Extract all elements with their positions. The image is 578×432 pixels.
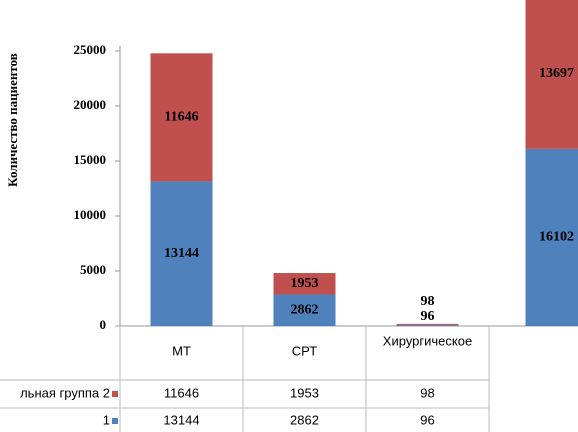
table-cell: 11646: [164, 385, 199, 400]
table-cell: 2862: [290, 412, 319, 427]
y-tick-label: 15000: [74, 152, 107, 167]
data-label: 98: [421, 294, 435, 309]
y-tick-label: 25000: [74, 42, 107, 57]
table-cell: 1953: [290, 385, 319, 400]
data-label: 13697: [539, 66, 574, 81]
y-tick-label: 10000: [74, 207, 107, 222]
row-label: льная группа 2: [20, 385, 110, 400]
data-label: 13144: [164, 246, 199, 261]
table-cell: 96: [420, 412, 434, 427]
data-label: 11646: [164, 110, 198, 125]
bar-segment: [150, 181, 213, 326]
data-label: 16102: [539, 230, 574, 245]
bar-segment: [525, 148, 578, 326]
bar-segment: [396, 323, 459, 325]
x-tick-label: МТ: [172, 343, 191, 358]
x-tick-label: Хирургическое: [383, 333, 472, 348]
bar-segment: [273, 273, 336, 295]
x-tick-label: СРТ: [292, 343, 317, 358]
data-label: 1953: [291, 276, 319, 291]
row-label: 1: [103, 412, 110, 427]
bar-segment: [396, 324, 459, 326]
y-tick-label: 20000: [74, 97, 107, 112]
data-label: 2862: [291, 302, 319, 317]
y-tick-label: 5000: [80, 262, 106, 277]
legend-key: [112, 418, 118, 424]
legend-key: [112, 391, 118, 397]
table-cell: 98: [420, 385, 434, 400]
y-tick-label: 0: [100, 317, 107, 332]
table-cell: 13144: [163, 412, 199, 427]
bar-segment: [525, 0, 578, 149]
bar-segment: [273, 294, 336, 326]
bar-segment: [150, 53, 213, 182]
y-axis-label: Количество пациентов: [5, 53, 20, 187]
data-label: 96: [421, 309, 435, 324]
